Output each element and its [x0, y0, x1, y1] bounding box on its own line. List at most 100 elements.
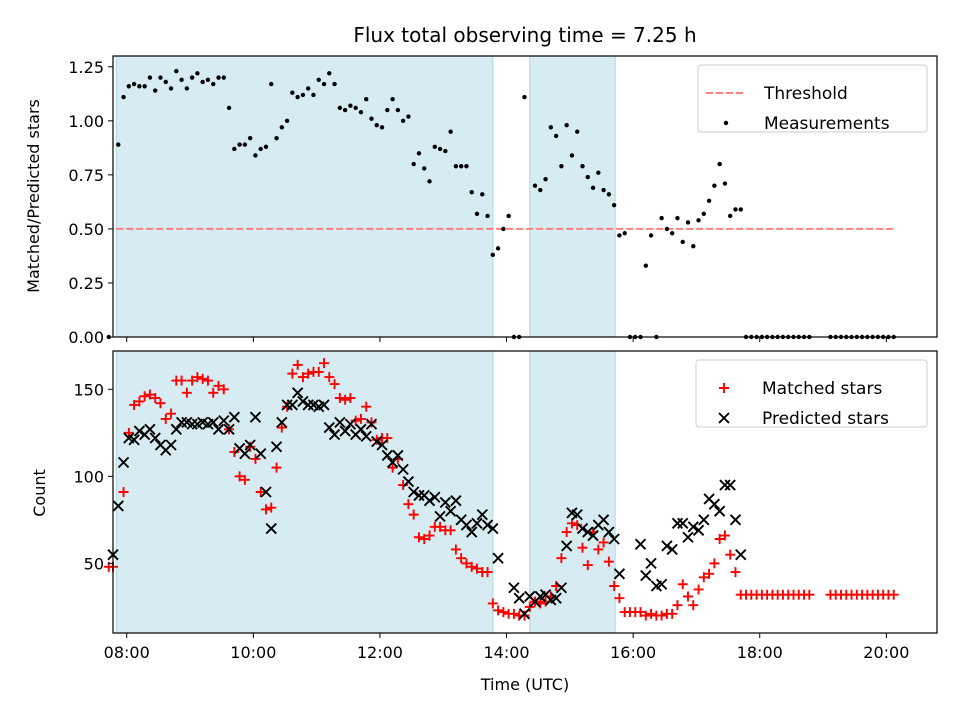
measurement-point: [274, 135, 279, 141]
matched-point: [593, 544, 604, 555]
matched-point: [704, 568, 715, 579]
measurement-point: [184, 86, 190, 91]
matched-point: [598, 537, 609, 548]
measurement-point: [290, 90, 295, 95]
matched-point: [319, 358, 330, 369]
matched-point: [683, 591, 694, 602]
legend-box: [697, 64, 928, 133]
predicted-point: [655, 578, 668, 590]
matched-point: [556, 553, 567, 564]
legend-label: Measurements: [764, 114, 890, 134]
measurement-point: [400, 118, 406, 124]
matched-point: [709, 558, 720, 569]
predicted-point: [640, 569, 652, 582]
predicted-point: [492, 552, 504, 564]
matched-point: [466, 561, 477, 572]
matched-point: [134, 396, 145, 407]
predicted-point: [603, 526, 615, 538]
measurement-point: [675, 215, 680, 221]
measurement-point: [364, 97, 369, 102]
matched-point: [614, 593, 625, 604]
predicted-point: [661, 540, 673, 552]
measurement-point: [195, 71, 200, 76]
matched-point: [519, 610, 530, 621]
measurement-point: [189, 75, 195, 80]
measurement-point: [226, 105, 232, 111]
predicted-point: [444, 505, 457, 517]
matched-point: [160, 413, 171, 424]
predicted-point: [239, 448, 251, 460]
shaded-interval: [115, 55, 494, 338]
matched-point: [202, 375, 213, 386]
predicted-point: [218, 414, 230, 427]
measurement-point: [495, 246, 501, 251]
measurement-point: [575, 129, 580, 134]
measurement-point: [728, 213, 733, 219]
measurement-point: [311, 92, 316, 98]
matched-point: [403, 499, 414, 510]
matched-point: [303, 368, 314, 379]
predicted-point: [228, 411, 241, 423]
matched-point: [197, 373, 208, 384]
measurement-point: [622, 231, 627, 236]
predicted-point: [587, 529, 599, 542]
measurement-point: [606, 192, 612, 197]
y-tick-label: 1.25: [68, 58, 104, 77]
chart-title: Flux total observing time = 7.25 h: [353, 23, 696, 47]
predicted-point: [323, 421, 335, 434]
y-tick-label: 100: [73, 467, 104, 486]
measurement-point: [659, 215, 664, 221]
measurement-point: [696, 218, 701, 223]
predicted-point: [276, 416, 288, 429]
measurement-point: [559, 164, 564, 169]
measurement-point: [168, 86, 174, 91]
measurement-point: [126, 84, 132, 89]
predicted-point: [450, 495, 462, 507]
measurement-point: [712, 183, 717, 188]
predicted-point: [671, 517, 684, 530]
measurement-point: [358, 110, 364, 115]
measurement-point: [300, 92, 306, 98]
matched-point: [688, 600, 699, 611]
y-tick-label: 0.00: [68, 328, 104, 347]
x-tick-label: 08:00: [104, 643, 150, 662]
measurement-point: [137, 84, 142, 89]
matched-point: [725, 549, 736, 560]
measurement-point: [416, 151, 422, 156]
y-tick-label: 50: [84, 554, 104, 573]
matched-point: [255, 487, 266, 497]
predicted-point: [376, 439, 388, 451]
measurement-point: [453, 164, 459, 169]
predicted-point: [402, 475, 415, 488]
matched-point: [176, 375, 187, 386]
matched-point: [413, 532, 424, 543]
measurement-point: [474, 211, 480, 216]
matched-point: [297, 372, 308, 383]
measurement-point: [342, 107, 348, 113]
matched-point: [166, 408, 177, 419]
matched-point: [139, 391, 150, 402]
predicted-point: [698, 514, 710, 526]
x-tick-label: 20:00: [863, 643, 909, 662]
measurement-point: [706, 198, 712, 204]
measurement-point: [263, 144, 269, 149]
measurement-point: [295, 94, 300, 100]
matched-point: [566, 518, 577, 529]
matched-point: [456, 553, 467, 564]
legend-label: Threshold: [763, 84, 848, 104]
measurement-point: [253, 153, 258, 158]
predicted-point: [687, 521, 699, 533]
matched-point: [419, 534, 430, 544]
measurement-point: [701, 211, 707, 216]
matched-point: [260, 504, 271, 515]
measurement-point: [327, 71, 332, 76]
matched-point: [524, 601, 535, 612]
matched-point: [382, 433, 393, 444]
predicted-point: [597, 514, 610, 526]
measurement-point: [411, 161, 416, 167]
predicted-point: [513, 592, 525, 604]
predicted-point: [223, 423, 235, 436]
matched-point: [424, 530, 435, 541]
predicted-point: [397, 463, 409, 476]
measurement-point: [480, 192, 485, 197]
